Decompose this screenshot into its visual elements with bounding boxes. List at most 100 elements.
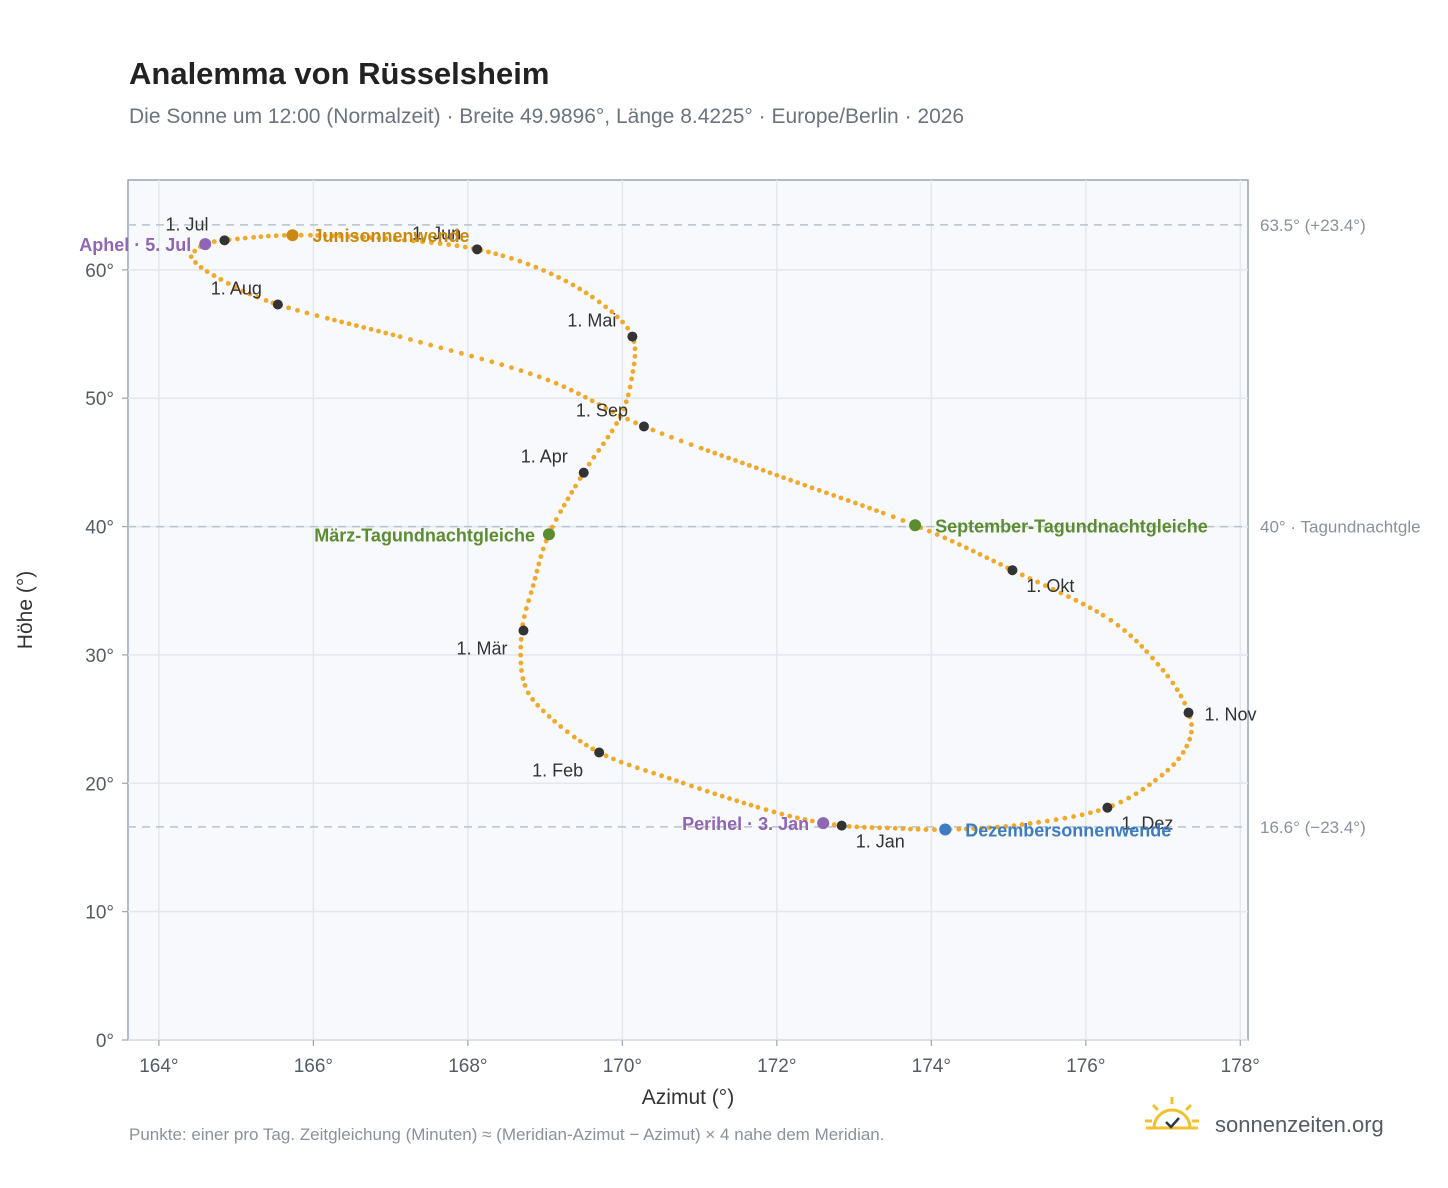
daily-point xyxy=(534,568,540,574)
daily-point xyxy=(934,532,940,537)
daily-point xyxy=(734,798,740,804)
daily-point xyxy=(1079,812,1085,818)
daily-point xyxy=(536,374,542,380)
daily-point xyxy=(669,434,674,440)
daily-point xyxy=(885,825,890,831)
month-marker xyxy=(578,467,589,478)
special-point-marker xyxy=(286,229,299,242)
x-tick-label: 164° xyxy=(139,1056,178,1077)
plot-area xyxy=(127,179,1249,1041)
daily-point xyxy=(577,476,583,481)
daily-point xyxy=(1128,633,1134,639)
daily-point xyxy=(650,427,656,433)
daily-point xyxy=(979,825,984,831)
daily-point xyxy=(774,472,780,478)
daily-point xyxy=(949,538,955,544)
month-label: 1. Apr xyxy=(521,447,568,467)
daily-point xyxy=(553,517,559,522)
special-point-marker xyxy=(199,238,212,251)
daily-point xyxy=(1187,736,1193,742)
daily-point xyxy=(263,298,269,303)
daily-point xyxy=(753,465,759,471)
special-point-label: Aphel · 5. Jul xyxy=(79,235,191,255)
month-label: 1. Jul xyxy=(166,214,209,234)
brand-name[interactable]: sonnenzeiten.org xyxy=(1215,1112,1384,1137)
daily-point xyxy=(525,690,531,696)
daily-point xyxy=(860,503,865,508)
daily-point xyxy=(615,314,620,320)
daily-point xyxy=(596,299,602,305)
daily-point xyxy=(987,825,992,831)
daily-point xyxy=(795,480,801,486)
footer-note: Punkte: einer pro Tag. Zeitgleichung (Mi… xyxy=(129,1125,885,1144)
daily-point xyxy=(630,369,636,374)
sun-check-icon xyxy=(1145,1097,1199,1130)
daily-point xyxy=(869,825,875,830)
daily-point xyxy=(932,827,937,833)
daily-point xyxy=(532,575,538,581)
daily-point xyxy=(963,826,969,832)
daily-point xyxy=(446,242,452,248)
axis-ticks: 164° 166° 168° 170° 172° 174° 176° 178° 0° 10° 20°… xyxy=(85,261,1260,1077)
daily-point xyxy=(998,562,1003,567)
month-marker xyxy=(472,244,483,255)
daily-point xyxy=(1147,782,1152,788)
daily-point xyxy=(995,824,1001,830)
daily-point xyxy=(779,811,785,817)
daily-point xyxy=(900,518,906,523)
daily-point xyxy=(577,286,583,292)
daily-point xyxy=(632,353,638,359)
daily-point xyxy=(541,268,546,273)
daily-point xyxy=(211,239,217,245)
daily-point xyxy=(741,800,747,806)
daily-point xyxy=(816,487,822,493)
x-tick-label: 168° xyxy=(448,1056,487,1077)
daily-point xyxy=(232,284,238,290)
daily-point xyxy=(617,413,623,418)
daily-point xyxy=(493,251,499,257)
daily-point xyxy=(1126,795,1132,801)
daily-point xyxy=(610,409,616,415)
daily-point xyxy=(1139,643,1145,649)
daily-point xyxy=(689,783,694,789)
reference-lines: 63.5° (+23.4°) 40° · Tagundnachtgle 16.6° … xyxy=(128,216,1421,837)
daily-point xyxy=(392,236,398,242)
daily-point xyxy=(553,380,559,386)
daily-point xyxy=(1153,777,1158,783)
daily-point xyxy=(1182,700,1188,706)
y-tick-label: 60° xyxy=(85,261,114,282)
daily-point xyxy=(548,271,554,277)
daily-point xyxy=(458,350,464,356)
daily-point xyxy=(625,325,631,331)
daily-point xyxy=(437,241,443,246)
daily-point xyxy=(651,770,657,776)
daily-point xyxy=(659,431,665,437)
daily-point xyxy=(824,490,829,496)
daily-point xyxy=(880,510,886,516)
month-marker xyxy=(836,820,847,831)
daily-point xyxy=(397,334,403,340)
daily-point xyxy=(970,548,976,554)
daily-point xyxy=(204,269,210,274)
daily-point xyxy=(556,274,562,280)
daily-point xyxy=(631,361,637,367)
daily-point xyxy=(831,493,837,498)
daily-point xyxy=(322,233,328,239)
daily-point xyxy=(549,524,555,530)
daily-point xyxy=(1118,799,1124,805)
daily-point xyxy=(211,273,217,278)
daily-point xyxy=(634,765,640,771)
daily-point xyxy=(963,545,969,551)
daily-point xyxy=(854,824,860,830)
daily-point xyxy=(402,237,407,243)
daily-point xyxy=(368,326,374,332)
month-marker xyxy=(272,299,283,310)
daily-point xyxy=(428,342,434,348)
daily-point xyxy=(755,804,761,810)
special-point-marker xyxy=(939,823,952,836)
daily-point xyxy=(411,238,416,244)
daily-point xyxy=(1027,821,1033,826)
month-label: 1. Jun xyxy=(412,223,461,243)
daily-point xyxy=(561,502,567,508)
daily-point xyxy=(623,399,629,405)
